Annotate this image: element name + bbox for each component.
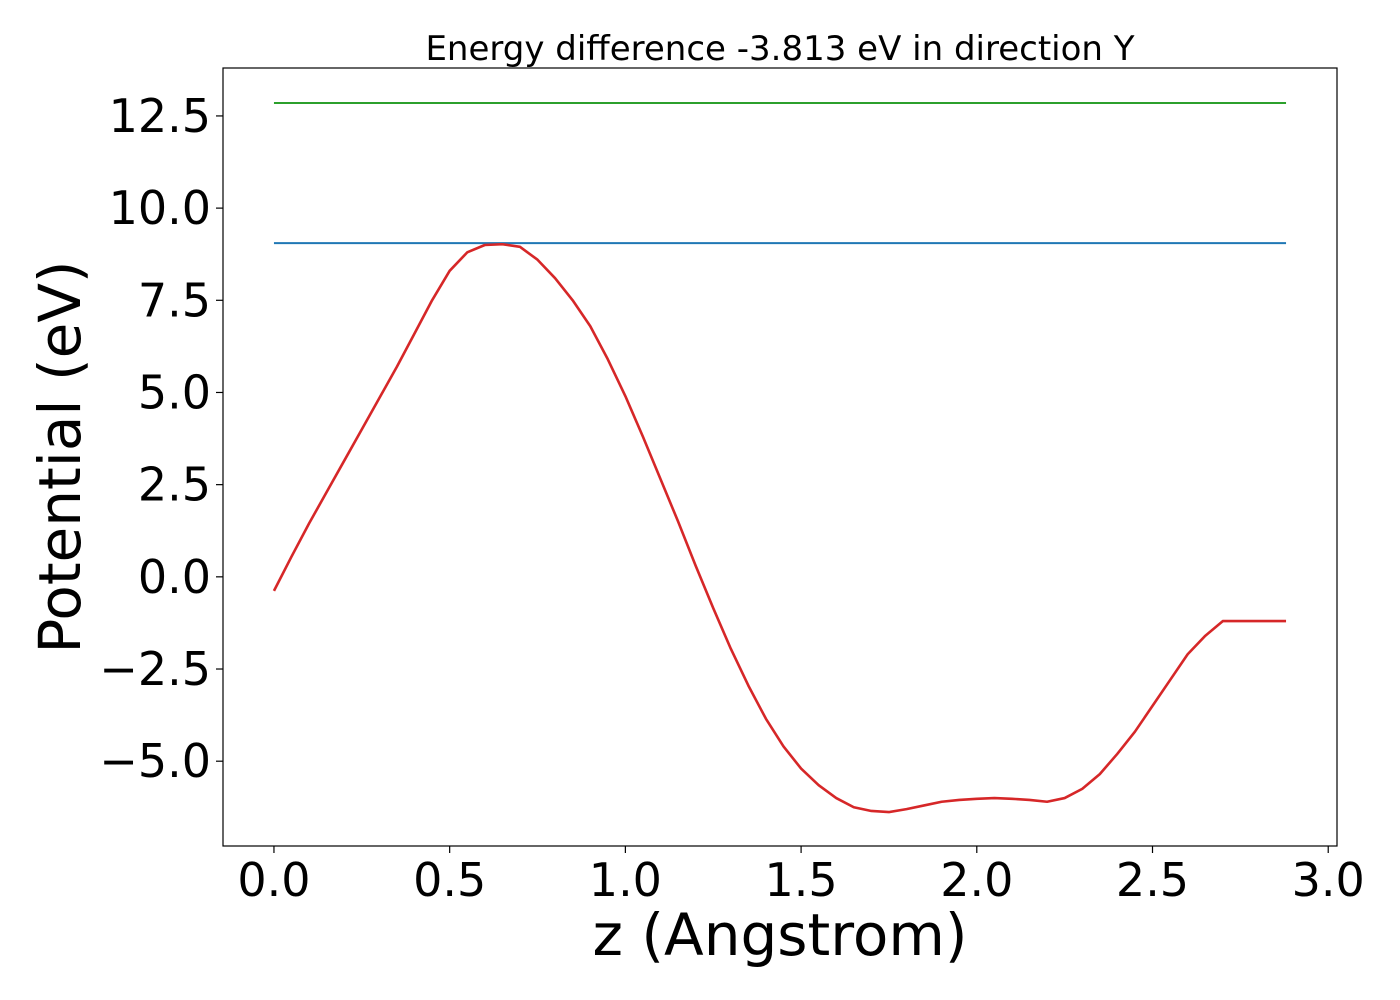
x-tick-label: 3.0 — [1292, 853, 1365, 907]
y-axis: −5.0 −2.5 0.0 2.5 5.0 7.5 10.0 12.5 — [99, 89, 223, 788]
chart-title: Energy difference -3.813 eV in direction… — [425, 29, 1134, 69]
series-line-2 — [272, 242, 1287, 814]
y-tick-label: 0.0 — [138, 550, 211, 604]
x-axis: 0.0 0.5 1.0 1.5 2.0 2.5 3.0 — [237, 846, 1365, 907]
x-tick-label: 0.5 — [413, 853, 486, 907]
y-tick-label: 2.5 — [138, 458, 211, 512]
x-tick-label: 2.5 — [1116, 853, 1189, 907]
y-tick-label: −5.0 — [99, 734, 211, 788]
x-tick-label: 1.5 — [765, 853, 838, 907]
y-axis-label: Potential (eV) — [26, 260, 94, 653]
y-tick-label: 12.5 — [109, 89, 211, 143]
y-tick-label: 10.0 — [109, 181, 211, 235]
y-tick-label: 5.0 — [138, 365, 211, 419]
x-tick-label: 2.0 — [940, 853, 1013, 907]
plot-area — [272, 102, 1287, 814]
axes-frame — [222, 67, 1338, 847]
y-tick-label: −2.5 — [99, 642, 211, 696]
x-tick-label: 0.0 — [237, 853, 310, 907]
x-axis-label: z (Angstrom) — [593, 901, 968, 969]
x-tick-label: 1.0 — [589, 853, 662, 907]
y-tick-label: 7.5 — [138, 273, 211, 327]
